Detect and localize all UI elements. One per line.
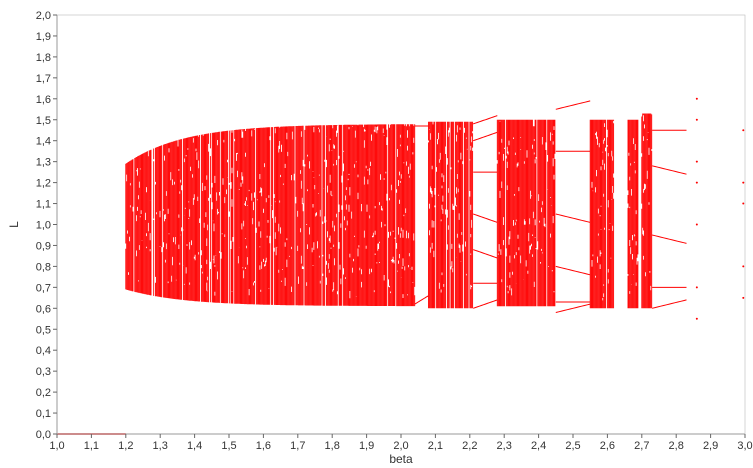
- x-tick-label: 1,4: [187, 440, 202, 452]
- x-tick-label: 2,4: [531, 440, 546, 452]
- x-tick-label: 1,6: [256, 440, 271, 452]
- data-point: [695, 97, 698, 100]
- periodic-branch: [651, 299, 687, 309]
- y-tick-label: 1,0: [36, 220, 51, 232]
- chaotic-band: [641, 113, 653, 309]
- periodic-branch: [555, 100, 591, 110]
- x-tick-label: 1,3: [153, 440, 168, 452]
- y-tick-label: 0,7: [36, 282, 51, 294]
- x-tick-label: 1,8: [325, 440, 340, 452]
- x-tick-label: 3,0: [737, 440, 752, 452]
- data-point: [695, 223, 698, 226]
- chaotic-band: [428, 121, 474, 309]
- y-tick-label: 1,6: [36, 94, 51, 106]
- y-tick-label: 1,2: [36, 178, 51, 190]
- periodic-branch: [473, 213, 498, 223]
- data-point: [742, 265, 745, 268]
- periodic-window: [473, 115, 498, 309]
- periodic-branch: [473, 131, 498, 142]
- x-tick-label: 2,7: [634, 440, 649, 452]
- periodic-branch: [473, 249, 498, 259]
- data-point: [695, 181, 698, 184]
- x-axis-ticks: 1,0 1,1 1,2 1,3 1,4 1,5 1,6 1,7 1,8 1,9 2,0 2,1 2,2 2…: [49, 434, 753, 452]
- periodic-window: [555, 100, 591, 313]
- x-tick-label: 2,0: [393, 440, 408, 452]
- periodic-branch: [473, 115, 498, 125]
- x-tick-label: 1,1: [84, 440, 99, 452]
- x-tick-label: 2,8: [669, 440, 684, 452]
- x-tick-label: 2,5: [565, 440, 580, 452]
- y-tick-label: 0,9: [36, 240, 51, 252]
- y-tick-label: 1,4: [36, 136, 51, 148]
- y-axis-label: L: [7, 221, 21, 228]
- y-tick-label: 0,3: [36, 366, 51, 378]
- x-tick-label: 1,5: [221, 440, 236, 452]
- x-tick-label: 1,0: [49, 440, 64, 452]
- y-tick-label: 0,6: [36, 303, 51, 315]
- data-point: [695, 317, 698, 320]
- x-tick-label: 1,2: [118, 440, 133, 452]
- data-point: [742, 129, 745, 132]
- scattered-points: [695, 97, 745, 320]
- periodic-branch: [473, 299, 498, 309]
- y-tick-label: 1,8: [36, 52, 51, 64]
- y-tick-label: 1,5: [36, 115, 51, 127]
- y-tick-label: 0,5: [36, 324, 51, 336]
- data-point: [742, 181, 745, 184]
- data-point: [695, 118, 698, 121]
- x-tick-label: 2,9: [703, 440, 718, 452]
- periodic-branch: [651, 165, 687, 175]
- y-tick-label: 0,2: [36, 387, 51, 399]
- data-layer: [57, 97, 745, 435]
- data-point: [742, 202, 745, 205]
- chaotic-band: [125, 124, 416, 307]
- data-point: [695, 286, 698, 289]
- x-axis-label: beta: [389, 452, 413, 466]
- x-tick-label: 2,1: [428, 440, 443, 452]
- data-point: [742, 296, 745, 299]
- y-tick-label: 0,1: [36, 408, 51, 420]
- periodic-branch: [651, 234, 687, 244]
- periodic-branch: [555, 303, 591, 313]
- y-tick-label: 1,7: [36, 73, 51, 85]
- periodic-branch: [555, 213, 591, 223]
- y-axis-ticks: 0,0 0,1 0,2 0,3 0,4 0,5 0,6 0,7 0,8 0,9 1,0 1,1 1,2 1…: [36, 10, 57, 441]
- y-tick-label: 1,3: [36, 157, 51, 169]
- x-tick-label: 1,7: [290, 440, 305, 452]
- x-tick-label: 2,3: [497, 440, 512, 452]
- periodic-window: [414, 125, 429, 305]
- y-tick-label: 1,1: [36, 199, 51, 211]
- y-tick-label: 1,9: [36, 31, 51, 43]
- data-point: [695, 160, 698, 163]
- periodic-branch: [414, 295, 429, 305]
- periodic-window: [651, 129, 687, 309]
- y-tick-label: 0,8: [36, 261, 51, 273]
- chaotic-band: [627, 119, 639, 309]
- chaotic-band: [589, 119, 615, 309]
- x-tick-label: 1,9: [359, 440, 374, 452]
- x-tick-label: 2,6: [600, 440, 615, 452]
- chaotic-band: [496, 119, 556, 307]
- y-tick-label: 2,0: [36, 10, 51, 22]
- y-tick-label: 0,0: [36, 429, 51, 441]
- y-tick-label: 0,4: [36, 345, 51, 357]
- periodic-branch: [555, 265, 591, 276]
- x-tick-label: 2,2: [462, 440, 477, 452]
